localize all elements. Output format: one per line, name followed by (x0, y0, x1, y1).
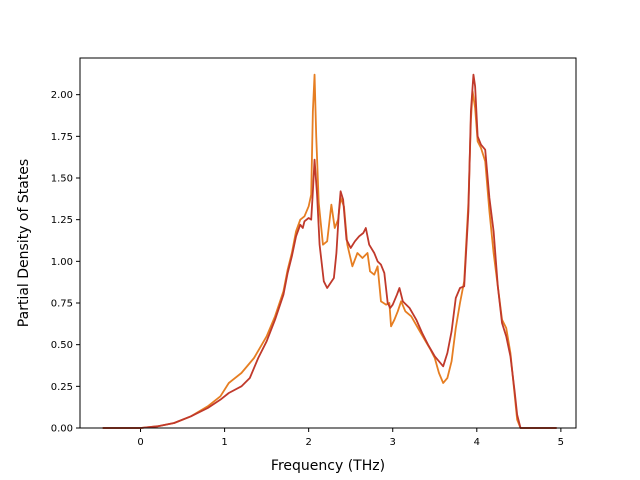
x-tick-label: 3 (390, 437, 396, 448)
series-line-2 (102, 73, 557, 429)
x-tick-label: 2 (305, 437, 311, 448)
y-tick-label: 0.00 (51, 424, 73, 435)
x-tick-label: 5 (558, 437, 564, 448)
y-axis-ticks: 0.00 0.25 0.50 0.75 1.00 1.25 1.50 1.75 2.00 (51, 90, 80, 435)
x-tick-label: 0 (137, 437, 143, 448)
y-tick-label: 1.25 (51, 215, 73, 226)
y-axis-label: Partial Density of States (16, 159, 32, 327)
x-tick-label: 4 (474, 437, 480, 448)
x-axis-ticks: 0 1 2 3 4 5 (137, 428, 564, 448)
x-tick-label: 1 (221, 437, 227, 448)
x-axis-label: Frequency (THz) (271, 458, 385, 474)
y-tick-label: 0.25 (51, 382, 73, 393)
plot-frame (79, 57, 577, 429)
y-tick-label: 1.00 (51, 257, 73, 268)
y-tick-label: 0.75 (51, 299, 73, 310)
y-tick-label: 1.50 (51, 174, 73, 185)
y-tick-label: 1.75 (51, 132, 73, 143)
y-tick-label: 0.50 (51, 340, 73, 351)
series-layer (102, 73, 557, 429)
y-tick-label: 2.00 (51, 90, 73, 101)
